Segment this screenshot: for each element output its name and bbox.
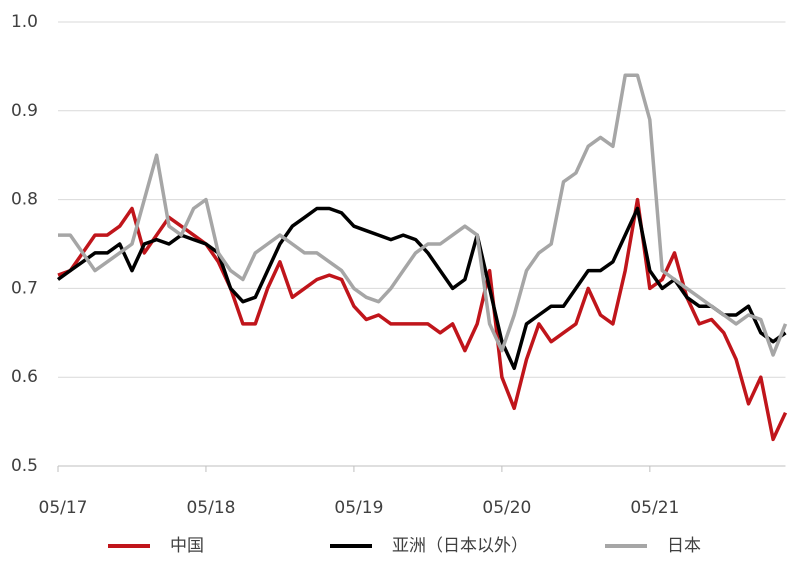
legend-label: 中国 <box>170 536 204 556</box>
y-tick-label: 0.6 <box>11 367 38 387</box>
x-tick-label: 05/19 <box>334 498 383 518</box>
x-tick-label: 05/18 <box>186 498 235 518</box>
y-tick-label: 0.8 <box>11 190 38 210</box>
x-tick-label: 05/17 <box>39 498 88 518</box>
y-tick-label: 0.9 <box>11 101 38 121</box>
series-line <box>56 206 787 371</box>
series-line <box>57 197 788 442</box>
legend-label: 日本 <box>667 536 701 556</box>
y-tick-label: 0.5 <box>11 456 38 476</box>
x-tick-label: 05/20 <box>482 498 531 518</box>
y-tick-label: 1.0 <box>11 12 38 32</box>
series-line <box>58 73 788 357</box>
legend-label: 亚洲（日本以外） <box>392 536 528 556</box>
x-tick-label: 05/21 <box>630 498 679 518</box>
y-tick-label: 0.7 <box>11 278 38 298</box>
